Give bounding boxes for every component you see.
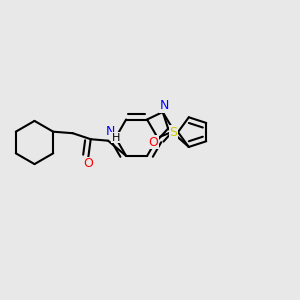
Text: O: O [83,157,93,170]
Text: H: H [111,133,120,143]
Text: O: O [148,136,158,148]
Text: S: S [169,126,178,139]
Text: N: N [160,99,169,112]
Text: N: N [106,124,115,138]
